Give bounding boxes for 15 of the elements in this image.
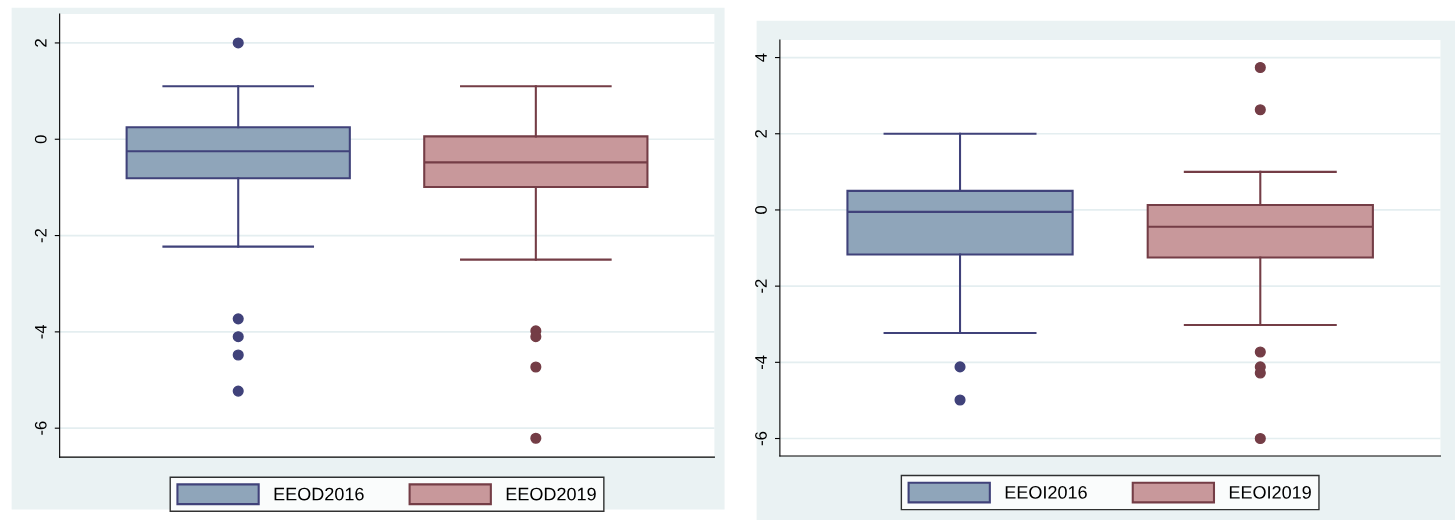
y-tick-label: 0: [755, 205, 767, 214]
legend-label: EEOI2019: [1229, 485, 1311, 499]
y-tick-label: -2: [755, 279, 767, 293]
y-tick-label: -6: [34, 421, 47, 435]
legend-label: EEOD2019: [506, 487, 596, 501]
legend-label: EEOI2016: [1005, 485, 1087, 499]
legend-label: EEOD2016: [274, 487, 364, 501]
y-tick-label: -2: [34, 228, 47, 243]
y-tick-label: 0: [34, 135, 47, 144]
y-tick-label: -4: [35, 324, 47, 339]
y-tick-label: -4: [755, 355, 767, 369]
y-tick-label: 2: [34, 39, 47, 47]
y-tick-label: 4: [755, 53, 767, 62]
y-tick-label: -6: [755, 431, 767, 446]
y-tick-label: 2: [755, 129, 767, 138]
